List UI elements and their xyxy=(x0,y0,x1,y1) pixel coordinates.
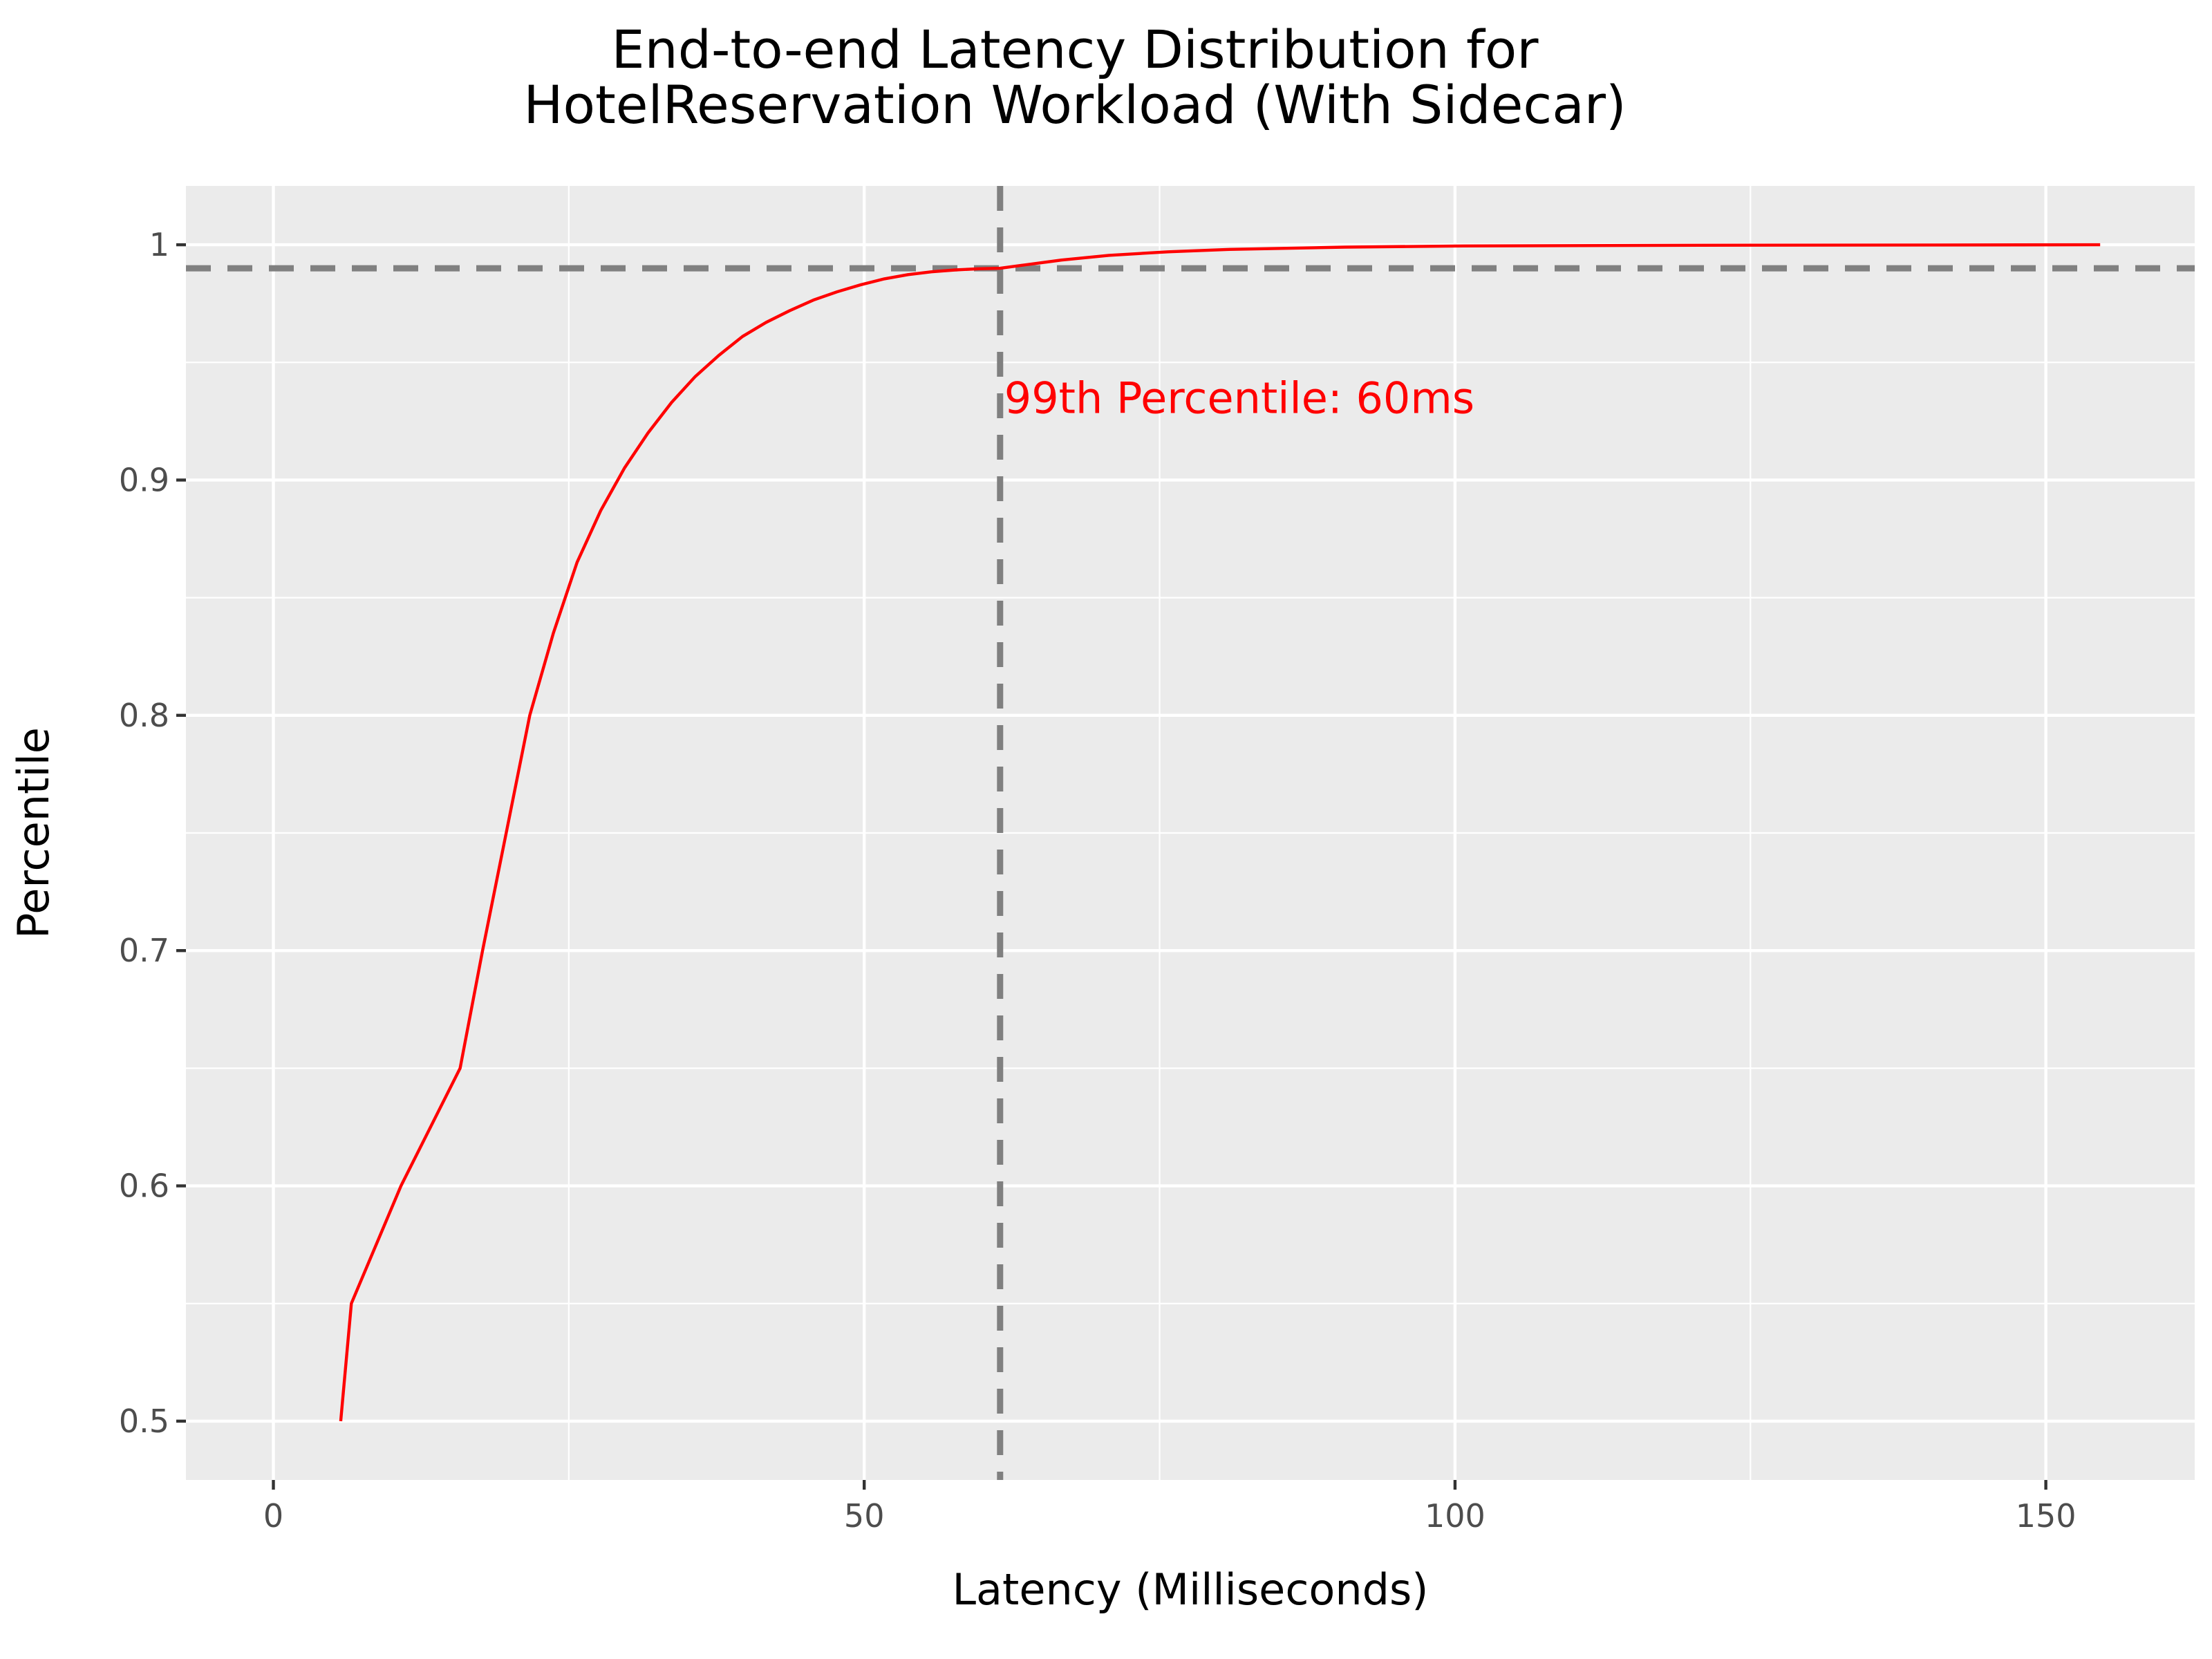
y-tick-label: 0.5 xyxy=(119,1403,169,1440)
x-axis-title: Latency (Milliseconds) xyxy=(953,1564,1429,1615)
x-tick-label: 0 xyxy=(263,1497,283,1535)
y-axis-title: Percentile xyxy=(8,727,59,939)
x-tick-label: 100 xyxy=(1425,1497,1485,1535)
minor-gridlines xyxy=(186,186,2195,1480)
x-tick-label: 50 xyxy=(844,1497,885,1535)
x-tick-label: 150 xyxy=(2016,1497,2077,1535)
x-axis-ticks: 0 50 100 150 xyxy=(263,1480,2077,1535)
chart-title-line-2: HotelReservation Workload (With Sidecar) xyxy=(523,74,1626,135)
y-tick-label: 0.8 xyxy=(119,697,169,734)
y-tick-label: 0.7 xyxy=(119,932,169,969)
chart-title-line-1: End-to-end Latency Distribution for xyxy=(612,19,1539,80)
major-gridlines xyxy=(186,186,2195,1480)
series-layer xyxy=(339,243,2101,1422)
series-line xyxy=(339,243,2101,1422)
y-tick-label: 1 xyxy=(149,226,169,263)
y-tick-label: 0.9 xyxy=(119,461,169,498)
annotation-99th-percentile: 99th Percentile: 60ms xyxy=(1004,373,1474,423)
y-tick-label: 0.6 xyxy=(119,1168,169,1205)
reference-lines xyxy=(186,186,2195,1480)
chart-title: End-to-end Latency Distribution for Hote… xyxy=(523,19,1626,135)
y-axis-ticks: 0.5 0.6 0.7 0.8 0.9 1 xyxy=(119,226,186,1440)
